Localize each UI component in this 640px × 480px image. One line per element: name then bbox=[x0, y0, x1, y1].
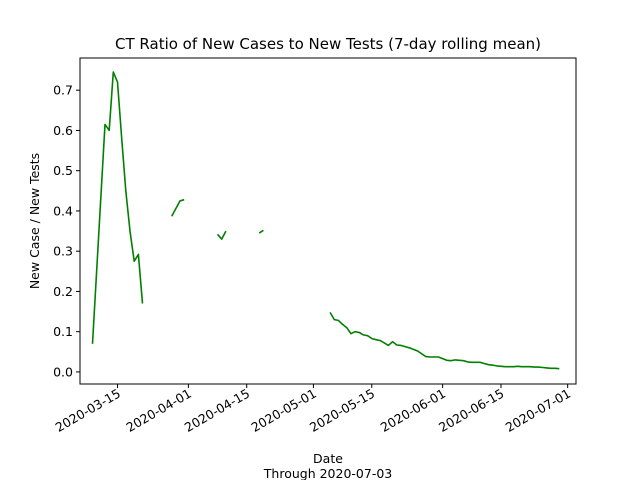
x-axis-sublabel: Through 2020-07-03 bbox=[263, 466, 392, 480]
y-axis: 0.0 0.1 0.2 0.3 0.4 0.5 0.6 0.7 bbox=[53, 83, 80, 379]
series-line-segment-1 bbox=[91, 71, 144, 344]
x-tick-label: 2020-04-15 bbox=[182, 386, 252, 435]
y-tick-label: 0.6 bbox=[53, 123, 73, 138]
y-tick-label: 0.5 bbox=[53, 163, 73, 178]
y-axis-label: New Case / New Tests bbox=[27, 153, 42, 289]
x-tick-label: 2020-05-15 bbox=[307, 386, 377, 435]
plot-frame bbox=[79, 57, 577, 385]
x-tick-label: 2020-03-15 bbox=[53, 386, 123, 435]
x-tick-label: 2020-06-01 bbox=[378, 386, 448, 435]
x-tick-label: 2020-05-01 bbox=[248, 386, 318, 435]
x-tick-label: 2020-07-01 bbox=[503, 386, 573, 435]
series-layer bbox=[91, 71, 560, 370]
x-tick-label: 2020-06-15 bbox=[436, 386, 506, 435]
x-axis-label: Date bbox=[313, 451, 343, 466]
y-tick-label: 0.2 bbox=[53, 284, 73, 299]
series-line-segment-4 bbox=[258, 229, 264, 234]
x-axis: 2020-03-15 2020-04-012020-04-152020-05-01… bbox=[53, 384, 573, 435]
series-line-segment-5 bbox=[329, 311, 560, 370]
y-tick-label: 0.7 bbox=[53, 83, 73, 98]
series-line-segment-3 bbox=[216, 230, 227, 240]
chart-title: CT Ratio of New Cases to New Tests (7-da… bbox=[115, 35, 541, 53]
y-tick-label: 0.0 bbox=[53, 364, 73, 379]
series-line-segment-2 bbox=[170, 198, 185, 217]
y-tick-label: 0.4 bbox=[53, 203, 73, 218]
y-tick-label: 0.3 bbox=[53, 244, 73, 259]
x-tick-label: 2020-04-01 bbox=[123, 386, 193, 435]
y-tick-label: 0.1 bbox=[53, 324, 73, 339]
